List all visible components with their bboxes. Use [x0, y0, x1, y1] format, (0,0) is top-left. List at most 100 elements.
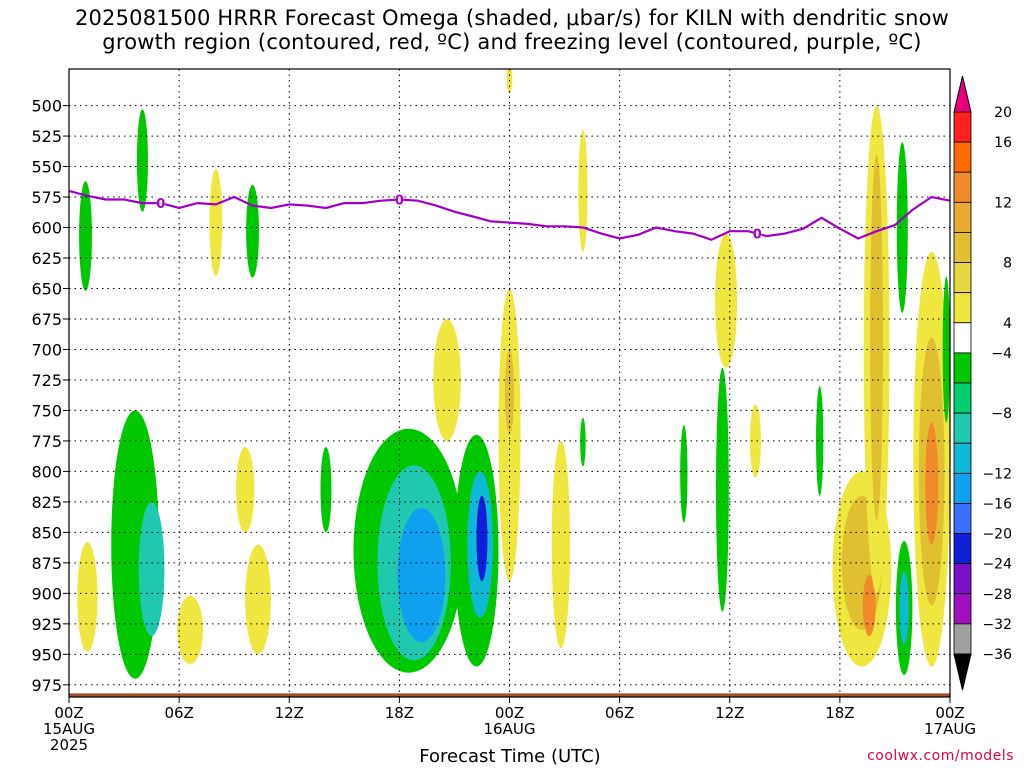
colorbar-label: −12: [982, 466, 1012, 482]
x-tick-label: 17AUG: [924, 720, 976, 738]
colorbar-label: −16: [982, 496, 1012, 512]
omega-feature-33: [870, 154, 884, 521]
colorbar-label: 12: [994, 195, 1012, 211]
colorbar-label: −36: [982, 647, 1012, 663]
colorbar-bin: [953, 262, 972, 294]
omega-feature-39: [925, 422, 939, 545]
credit-text: coolwx.com/models: [867, 748, 1014, 764]
colorbar-bottom-arrow: [953, 653, 972, 691]
y-tick-label: 625: [31, 249, 62, 268]
freezing-level-contour: 0 0 0: [69, 189, 950, 243]
omega-feature-19: [504, 349, 515, 435]
omega-feature-26: [715, 233, 738, 368]
y-tick-label: 575: [31, 188, 62, 207]
chart-title: 2025081500 HRRR Forecast Omega (shaded, …: [0, 6, 1024, 54]
freezing-level-label: 0: [753, 228, 762, 243]
colorbar-bin: [953, 593, 972, 625]
y-tick-label: 500: [31, 97, 62, 116]
freezing-label-bg-1: [395, 192, 404, 207]
colorbar-bin: [953, 141, 972, 173]
freezing-label-bg-2: [753, 226, 762, 241]
omega-feature-6: [138, 501, 165, 637]
y-tick-label: 675: [31, 310, 62, 329]
omega-feature-2: [209, 168, 223, 277]
x-tick-label: 06Z: [605, 704, 634, 722]
x-tick-label: 06Z: [164, 704, 193, 722]
freezing-level-line: [69, 189, 950, 241]
colorbar-label: 4: [1003, 316, 1012, 332]
colorbar-bin: [953, 472, 972, 504]
colorbar-label: −8: [991, 406, 1012, 422]
y-tick-label: 800: [31, 462, 62, 481]
omega-feature-34: [896, 142, 908, 313]
colorbar-label: −32: [982, 617, 1012, 633]
x-tick-label: 18Z: [825, 704, 854, 722]
colorbar-bin: [953, 352, 972, 384]
ground-band: [69, 693, 950, 697]
colorbar-label: −24: [982, 557, 1012, 573]
title-line-2: growth region (contoured, red, ºC) and f…: [102, 30, 922, 54]
x-tick-label: 12Z: [275, 704, 304, 722]
omega-feature-10: [320, 447, 332, 533]
omega-feature-9: [236, 447, 255, 533]
title-line-1: 2025081500 HRRR Forecast Omega (shaded, …: [74, 6, 950, 30]
omega-feature-23: [580, 417, 586, 467]
y-tick-label: 750: [31, 401, 62, 420]
colorbar-label: 16: [994, 135, 1012, 151]
x-tick-label: 12Z: [715, 704, 744, 722]
colorbar-bin: [953, 412, 972, 444]
x-tick-label: 00Z: [54, 704, 83, 722]
omega-feature-18: [498, 288, 521, 582]
omega-shading: [77, 69, 950, 679]
y-axis: 500 525 550 575 600 625 650 675 700 725 750 775 800 8…: [31, 97, 69, 695]
x-tick-label: 16AUG: [484, 720, 536, 738]
colorbar-label: 8: [1003, 256, 1012, 272]
colorbar-bin: [953, 292, 972, 324]
colorbar-bin: [953, 232, 972, 263]
x-tick-label: 00Z: [495, 704, 524, 722]
omega-feature-16: [476, 495, 488, 582]
omega-feature-13: [397, 507, 446, 643]
ground-surface: [69, 693, 950, 697]
y-tick-label: 875: [31, 554, 62, 573]
colorbar-bin: [953, 322, 972, 354]
omega-feature-40: [942, 276, 950, 423]
omega-feature-28: [816, 386, 824, 496]
omega-feature-24: [680, 425, 688, 523]
freezing-level-label: 0: [395, 193, 404, 208]
y-tick-label: 950: [31, 645, 62, 664]
y-tick-label: 550: [31, 158, 62, 177]
omega-feature-22: [578, 129, 588, 252]
omega-feature-7: [177, 595, 203, 665]
omega-feature-3: [246, 184, 259, 278]
colorbar-bin: [953, 111, 972, 143]
colorbar-top-arrow: [953, 75, 972, 113]
y-tick-label: 825: [31, 493, 62, 512]
colorbar-label: −4: [991, 346, 1012, 362]
y-tick-label: 850: [31, 523, 62, 542]
colorbar-label: 20: [994, 105, 1012, 121]
x-tick-label: 15AUG: [43, 720, 95, 738]
omega-feature-17: [433, 318, 461, 441]
colorbar-bin: [953, 382, 972, 414]
x-tick-label: 00Z: [935, 704, 964, 722]
x-tick-label: 18Z: [385, 704, 414, 722]
y-tick-label: 900: [31, 584, 62, 603]
colorbar-bin: [953, 442, 972, 474]
colorbar-label: −28: [982, 587, 1012, 603]
omega-feature-8: [245, 544, 271, 655]
omega-feature-4: [77, 542, 98, 652]
y-tick-label: 775: [31, 432, 62, 451]
x-tick-label: 2025: [50, 736, 88, 754]
omega-feature-31: [862, 575, 876, 637]
y-tick-label: 975: [31, 676, 62, 695]
x-axis-label: Forecast Time (UTC): [419, 746, 601, 767]
colorbar-bin: [953, 623, 972, 655]
omega-feature-21: [551, 440, 571, 649]
omega-feature-0: [79, 181, 92, 291]
omega-feature-25: [715, 367, 729, 612]
colorbar-label: −20: [982, 527, 1012, 543]
colorbar-bin: [953, 503, 972, 534]
colorbar-bin: [953, 563, 972, 595]
